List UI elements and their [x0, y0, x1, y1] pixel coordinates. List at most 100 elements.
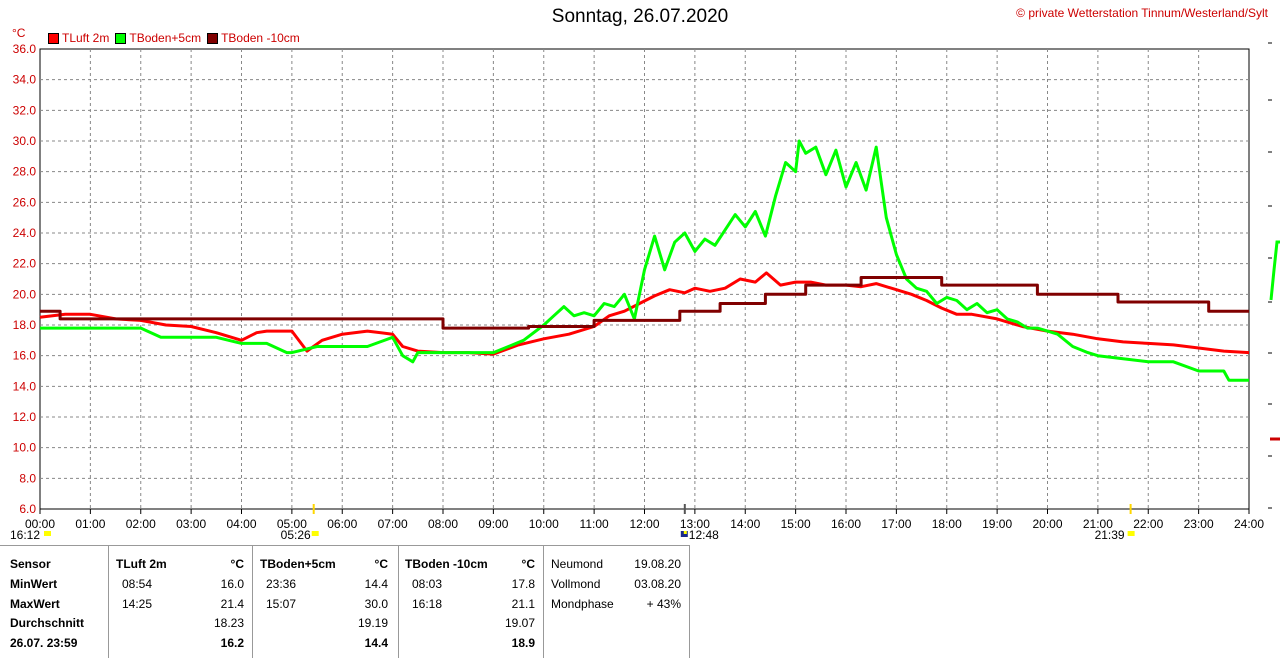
- legend-item-tluft: TLuft 2m: [48, 31, 109, 45]
- legend-label: TBoden -10cm: [221, 31, 300, 45]
- tluft-avg: 18.23: [213, 616, 244, 630]
- y-tick-label: 24.0: [13, 226, 37, 240]
- sun-icon: [311, 531, 319, 536]
- mondphase-label: Mondphase: [551, 597, 614, 611]
- x-tick-label: 11:00: [580, 517, 609, 531]
- tluft-max-time: 14:25: [122, 597, 153, 611]
- neumond-label: Neumond: [551, 557, 604, 571]
- moon-column: Neumond 19.08.20 Vollmond 03.08.20 Mondp…: [551, 546, 685, 658]
- noon-icon-sun: [683, 531, 687, 534]
- legend-swatch: [48, 32, 59, 44]
- x-tick-label: 18:00: [932, 517, 962, 531]
- x-tick-label: 04:00: [226, 517, 256, 531]
- x-tick-label: 00:00: [25, 517, 55, 531]
- tluft-unit: °C: [230, 557, 244, 571]
- row-label-avg: Durchschnitt: [10, 616, 85, 630]
- legend-swatch: [115, 32, 127, 44]
- series-line-3: [40, 276, 1249, 330]
- tboden5-unit: °C: [374, 557, 388, 571]
- legend-swatch: [207, 32, 219, 44]
- copyright-text: © private Wetterstation Tinnum/Westerlan…: [1016, 6, 1268, 20]
- sensor-column: Sensor MinWert MaxWert Durchschnitt 26.0…: [10, 546, 110, 658]
- y-tick-label: 32.0: [13, 103, 37, 117]
- y-tick-label: 36.0: [13, 42, 37, 56]
- tluft-min-val: 16.0: [220, 577, 244, 591]
- tboden10-header: TBoden -10cm: [405, 557, 488, 571]
- stats-table: Sensor MinWert MaxWert Durchschnitt 26.0…: [0, 546, 1280, 662]
- tboden10-max-val: 21.1: [511, 597, 535, 611]
- tboden10-max-time: 16:18: [412, 597, 443, 611]
- x-tick-label: 22:00: [1133, 517, 1163, 531]
- x-tick-label: 12:00: [629, 517, 659, 531]
- tluft-column: TLuft 2m °C 08:54 16.0 14:25 21.4 18.23 …: [116, 546, 250, 658]
- tluft-min-time: 08:54: [122, 577, 153, 591]
- table-divider: [398, 546, 399, 658]
- y-tick-label: 8.0: [19, 471, 36, 485]
- x-tick-label: 16:00: [831, 517, 861, 531]
- vollmond-label: Vollmond: [551, 577, 601, 591]
- y-tick-label: 18.0: [13, 318, 37, 332]
- solar-noon-label: 12:48: [689, 528, 719, 542]
- x-tick-label: 06:00: [327, 517, 357, 531]
- x-tick-label: 05:00: [277, 517, 307, 531]
- x-tick-label: 08:00: [428, 517, 458, 531]
- y-tick-label: 14.0: [13, 379, 37, 393]
- sun-icon: [44, 531, 51, 536]
- series-line-2: [40, 139, 1249, 382]
- y-tick-label: 10.0: [13, 441, 37, 455]
- mondphase-value: + 43%: [646, 597, 681, 611]
- tboden10-avg: 19.07: [504, 616, 535, 630]
- sensor-header: Sensor: [10, 557, 51, 571]
- x-tick-label: 10:00: [529, 517, 559, 531]
- neumond-date: 19.08.20: [634, 557, 681, 571]
- x-tick-label: 15:00: [781, 517, 811, 531]
- sunset-label: 21:39: [1095, 528, 1125, 542]
- tboden5-max-time: 15:07: [266, 597, 297, 611]
- legend-item-tboden10: TBoden -10cm: [207, 31, 300, 45]
- tboden5-min-val: 14.4: [364, 577, 388, 591]
- x-tick-label: 01:00: [75, 517, 105, 531]
- x-tick-label: 19:00: [982, 517, 1012, 531]
- legend-item-tboden5: TBoden+5cm: [115, 31, 201, 45]
- tboden10-column: TBoden -10cm °C 08:03 17.8 16:18 21.1 19…: [405, 546, 539, 658]
- right-axis-ticks: [1268, 42, 1280, 509]
- sunset-prev-label: 16:12: [10, 528, 40, 542]
- x-tick-label: 14:00: [730, 517, 760, 531]
- sunrise-label: 05:26: [281, 528, 311, 542]
- table-divider: [108, 546, 109, 658]
- y-axis-ticks: 6.0 8.0 10.0 12.0 14.0 16.0 18.0 20.0 22.0 24.0 26…: [13, 42, 37, 516]
- x-tick-label: 17:00: [881, 517, 911, 531]
- tboden5-max-val: 30.0: [364, 597, 388, 611]
- chart-grid: [39, 48, 1250, 514]
- sun-markers: 16:12 05:26 12:48 21:39: [10, 504, 1135, 542]
- table-top-border: [0, 545, 690, 546]
- x-axis-ticks: 00:00 01:00 02:00 03:00 04:00 05:00 06:00 07:00…: [25, 517, 1264, 531]
- chart-series: [39, 139, 1250, 382]
- y-tick-label: 30.0: [13, 134, 37, 148]
- x-tick-label: 02:00: [126, 517, 156, 531]
- y-tick-label: 28.0: [13, 165, 37, 179]
- y-tick-label: 20.0: [13, 287, 37, 301]
- chart-legend: TLuft 2m TBoden+5cm TBoden -10cm: [48, 31, 306, 45]
- x-tick-label: 21:00: [1083, 517, 1113, 531]
- y-tick-label: 22.0: [13, 257, 37, 271]
- row-label-max: MaxWert: [10, 597, 60, 611]
- tboden5-current: 14.4: [364, 636, 388, 650]
- vollmond-date: 03.08.20: [634, 577, 681, 591]
- x-tick-label: 09:00: [478, 517, 508, 531]
- y-tick-label: 34.0: [13, 73, 37, 87]
- y-tick-label: 16.0: [13, 349, 37, 363]
- table-divider: [689, 546, 690, 658]
- chart-title: Sonntag, 26.07.2020: [551, 6, 729, 27]
- tluft-max-val: 21.4: [220, 597, 244, 611]
- tboden5-header: TBoden+5cm: [260, 557, 336, 571]
- right-edge-green: [1269, 240, 1280, 301]
- tboden10-unit: °C: [521, 557, 535, 571]
- temperature-chart: 6.0 8.0 10.0 12.0 14.0 16.0 18.0 20.0 22.0 24.0 26…: [10, 42, 1280, 542]
- tboden5-avg: 19.19: [357, 616, 388, 630]
- tluft-current: 16.2: [220, 636, 244, 650]
- table-divider: [252, 546, 253, 658]
- table-divider: [543, 546, 544, 658]
- x-tick-label: 20:00: [1032, 517, 1062, 531]
- sun-icon: [1127, 531, 1135, 536]
